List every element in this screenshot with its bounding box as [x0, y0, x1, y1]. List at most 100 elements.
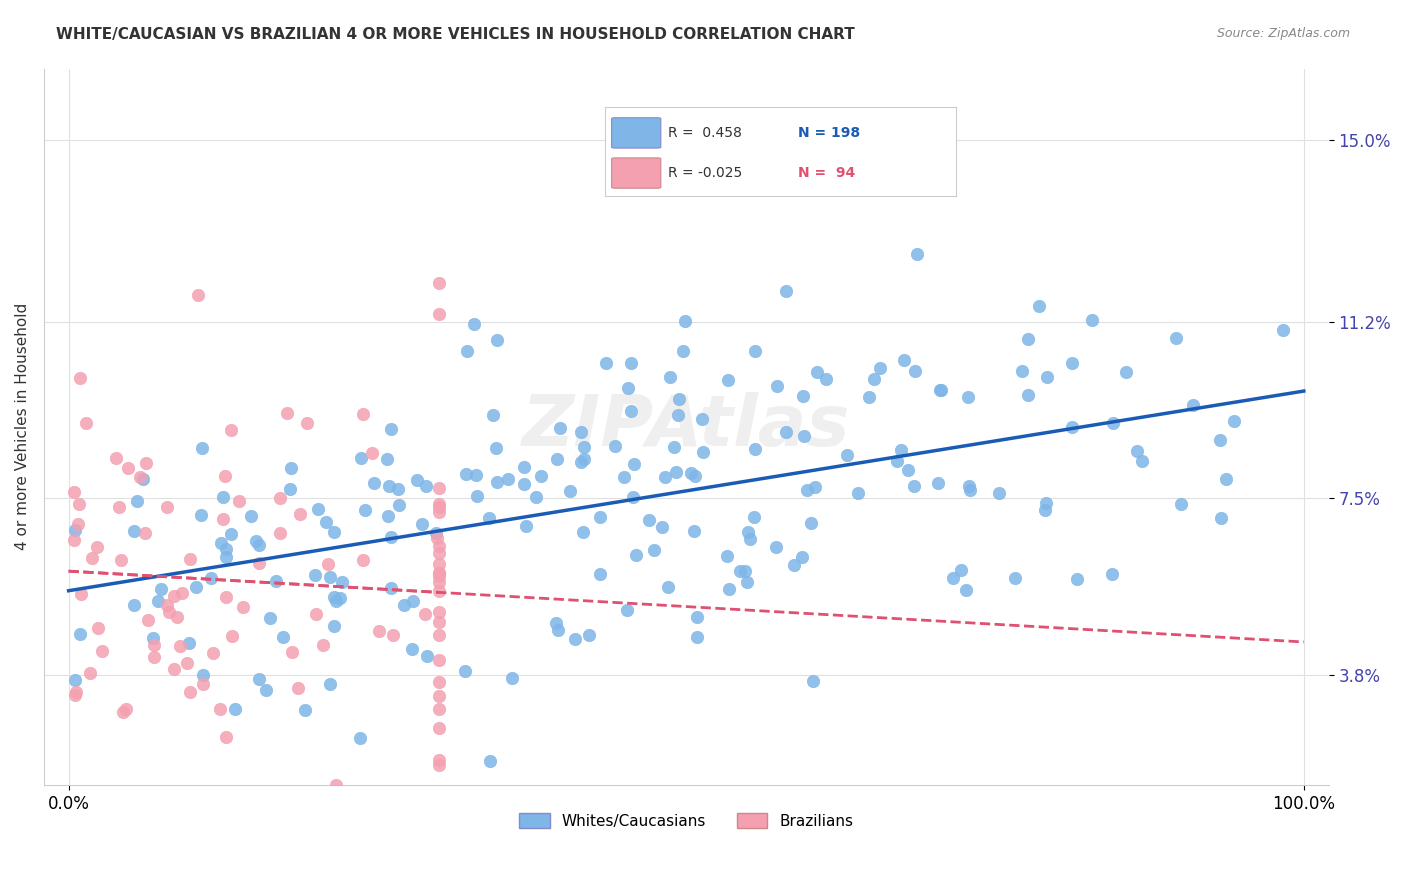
Point — [254, 683, 277, 698]
Point — [425, 525, 447, 540]
Point — [1170, 497, 1192, 511]
Point — [929, 383, 952, 397]
Point — [401, 593, 423, 607]
Point — [717, 373, 740, 387]
Point — [927, 476, 949, 491]
Point — [564, 632, 586, 646]
Point — [124, 524, 146, 539]
Point — [142, 631, 165, 645]
Point — [657, 581, 679, 595]
Point — [546, 615, 568, 630]
Point — [1062, 420, 1084, 434]
Point — [307, 502, 329, 516]
Point — [801, 673, 824, 688]
Point — [65, 684, 87, 698]
Point — [239, 508, 262, 523]
Point — [62, 533, 84, 547]
Point — [179, 551, 201, 566]
Text: N =  94: N = 94 — [799, 166, 855, 180]
Point — [427, 505, 450, 519]
Point — [624, 548, 647, 562]
Point — [228, 494, 250, 508]
Point — [673, 314, 696, 328]
Point — [848, 485, 870, 500]
Point — [134, 525, 156, 540]
Point — [1101, 567, 1123, 582]
Point — [547, 623, 569, 637]
Point — [1166, 330, 1188, 344]
Point — [426, 531, 449, 545]
Point — [179, 636, 201, 650]
Point — [643, 542, 665, 557]
Point — [269, 526, 291, 541]
Point — [427, 753, 450, 767]
Point — [858, 390, 880, 404]
Point — [662, 440, 685, 454]
Point — [349, 731, 371, 746]
Point — [651, 519, 673, 533]
Point — [143, 638, 166, 652]
Point — [67, 497, 90, 511]
Point — [456, 343, 478, 358]
Point — [666, 408, 689, 422]
Point — [679, 466, 702, 480]
Point — [775, 284, 797, 298]
Point — [481, 408, 503, 422]
Point — [363, 475, 385, 490]
Point — [380, 531, 402, 545]
Point — [104, 451, 127, 466]
Point — [215, 541, 238, 556]
Point — [214, 549, 236, 564]
Point — [63, 523, 86, 537]
Point — [387, 482, 409, 496]
Point — [323, 619, 346, 633]
Point — [247, 538, 270, 552]
Point — [247, 556, 270, 570]
Point — [392, 598, 415, 612]
Point — [569, 425, 592, 439]
Point — [692, 445, 714, 459]
Point — [886, 454, 908, 468]
Point — [375, 452, 398, 467]
Point — [156, 598, 179, 612]
Point — [572, 525, 595, 540]
Point — [1115, 365, 1137, 379]
Point — [427, 539, 450, 553]
Point — [427, 500, 450, 515]
Point — [485, 475, 508, 489]
Point — [381, 628, 404, 642]
Point — [717, 582, 740, 596]
Point — [232, 599, 254, 614]
Point — [329, 591, 352, 606]
Point — [325, 779, 347, 793]
Point — [219, 526, 242, 541]
Point — [1223, 414, 1246, 428]
Point — [862, 372, 884, 386]
Point — [427, 566, 450, 581]
Point — [323, 524, 346, 539]
Point — [110, 553, 132, 567]
Text: R = -0.025: R = -0.025 — [668, 166, 742, 180]
Point — [869, 360, 891, 375]
Point — [957, 390, 980, 404]
Point — [513, 476, 536, 491]
Point — [191, 441, 214, 455]
Point — [427, 758, 450, 772]
Legend: Whites/Caucasians, Brazilians: Whites/Caucasians, Brazilians — [513, 806, 859, 835]
Point — [692, 411, 714, 425]
Point — [775, 425, 797, 439]
Point — [905, 247, 928, 261]
Point — [280, 461, 302, 475]
Point — [465, 489, 488, 503]
Point — [427, 615, 450, 629]
Point — [413, 607, 436, 621]
Point — [87, 621, 110, 635]
Point — [453, 664, 475, 678]
Text: R =  0.458: R = 0.458 — [668, 126, 742, 140]
Point — [942, 571, 965, 585]
Point — [427, 721, 450, 735]
Point — [276, 406, 298, 420]
Point — [427, 308, 450, 322]
Point — [744, 344, 766, 359]
Point — [69, 627, 91, 641]
